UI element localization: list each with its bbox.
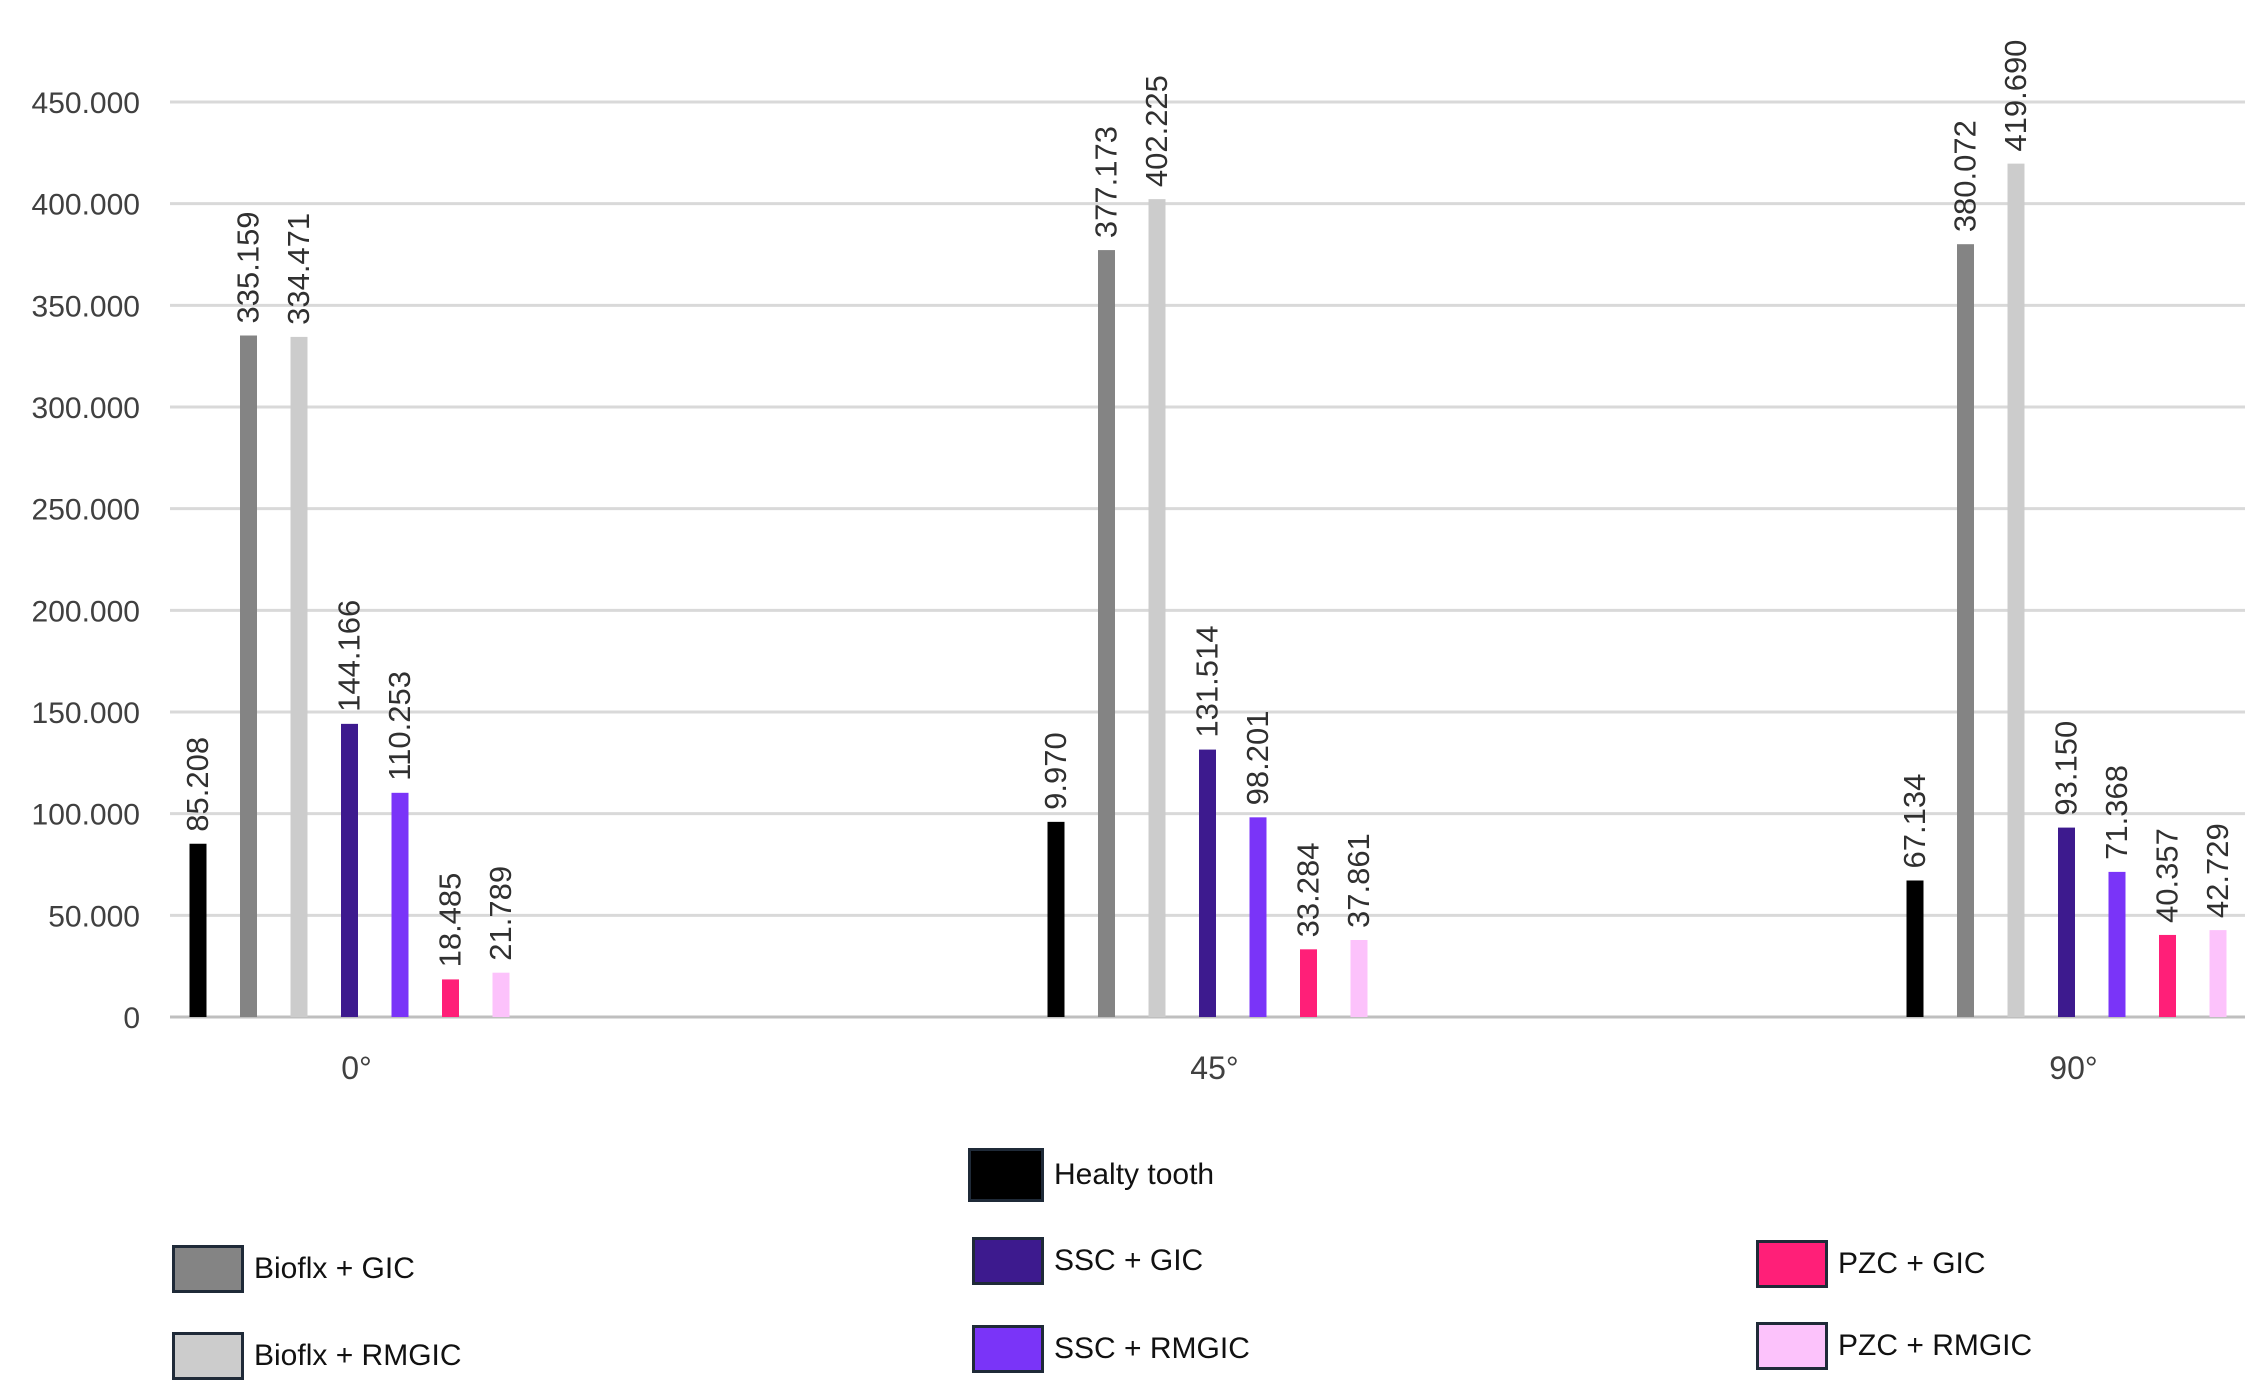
bar <box>2058 827 2075 1017</box>
data-label: 402.225 <box>1139 75 1174 187</box>
data-label: 9.970 <box>1038 732 1073 810</box>
y-tick-label: 0 <box>123 1002 140 1035</box>
data-label: 37.861 <box>1341 833 1376 928</box>
legend-swatch-bioflx-gic <box>172 1245 244 1293</box>
data-label: 380.072 <box>1948 120 1983 232</box>
bar <box>1098 250 1115 1018</box>
y-axis-ticks: 0 50.000 100.000 150.000 200.000 250.000 300.0… <box>32 87 140 1035</box>
bar <box>2159 934 2176 1017</box>
legend-label-pzc-rmgic: PZC + RMGIC <box>1838 1329 2033 1362</box>
legend-item-ssc-rmgic: SSC + RMGIC <box>972 1325 1250 1373</box>
data-label: 334.471 <box>281 213 316 325</box>
y-tick-label: 200.000 <box>32 595 140 628</box>
data-label: 67.134 <box>1897 774 1932 869</box>
data-label: 377.173 <box>1089 126 1124 238</box>
data-label: 98.201 <box>1240 710 1275 805</box>
bar <box>1047 821 1065 1017</box>
legend-swatch-ssc-rmgic <box>972 1325 1044 1373</box>
data-label: 42.729 <box>2200 823 2235 918</box>
bar <box>1199 749 1216 1017</box>
legend-swatch-pzc-gic <box>1756 1240 1828 1288</box>
legend-label-healty-tooth: Healty tooth <box>1054 1158 1215 1191</box>
legend-label-bioflx-gic: Bioflx + GIC <box>254 1252 415 1285</box>
bar <box>189 843 207 1017</box>
data-label: 33.284 <box>1291 842 1326 937</box>
legend-item-ssc-gic: SSC + GIC <box>972 1237 1203 1285</box>
legend-swatch-ssc-gic <box>972 1237 1044 1285</box>
bar <box>442 979 459 1017</box>
legend-swatch-healty-tooth <box>968 1148 1044 1202</box>
legend-label-pzc-gic: PZC + GIC <box>1838 1247 1986 1280</box>
gridlines <box>170 100 2245 1019</box>
bar <box>240 335 257 1018</box>
bar <box>290 336 308 1018</box>
legend-label-ssc-rmgic: SSC + RMGIC <box>1054 1332 1250 1365</box>
legend-item-bioflx-rmgic: Bioflx + RMGIC <box>172 1332 462 1380</box>
legend-item-healty-tooth: Healty tooth <box>968 1148 1214 1202</box>
x-tick-label: 0° <box>341 1050 372 1086</box>
bar <box>1300 949 1317 1017</box>
legend-swatch-bioflx-rmgic <box>172 1332 244 1380</box>
y-tick-label: 300.000 <box>32 392 140 425</box>
y-tick-label: 100.000 <box>32 799 140 832</box>
legend-label-bioflx-rmgic: Bioflx + RMGIC <box>254 1339 462 1372</box>
bar <box>1249 817 1267 1017</box>
data-label: 71.368 <box>2099 765 2134 860</box>
legend-label-ssc-gic: SSC + GIC <box>1054 1244 1204 1277</box>
data-label: 85.208 <box>180 737 215 832</box>
data-labels: 85.208 335.159 334.471 144.166 110.253 18.485… <box>180 40 2235 968</box>
x-tick-label: 45° <box>1190 1050 1238 1086</box>
bar <box>1148 199 1166 1017</box>
y-tick-label: 350.000 <box>32 290 140 323</box>
data-label: 93.150 <box>2049 721 2084 816</box>
data-label: 131.514 <box>1190 626 1225 738</box>
bar <box>341 723 358 1017</box>
legend-item-pzc-gic: PZC + GIC <box>1756 1240 1986 1288</box>
y-tick-label: 150.000 <box>32 697 140 730</box>
legend-swatch-pzc-rmgic <box>1756 1322 1828 1370</box>
bar <box>1906 880 1924 1017</box>
data-label: 144.166 <box>332 600 367 712</box>
bar <box>1350 940 1368 1017</box>
data-label: 419.690 <box>1998 40 2033 152</box>
data-label: 40.357 <box>2150 828 2185 923</box>
bar <box>2108 871 2126 1017</box>
bar <box>492 972 510 1017</box>
bar-chart: 0 50.000 100.000 150.000 200.000 250.000 300.0… <box>32 40 2245 1086</box>
data-label: 110.253 <box>382 671 417 781</box>
data-label: 21.789 <box>483 866 518 961</box>
bar <box>1957 244 1974 1017</box>
legend-item-pzc-rmgic: PZC + RMGIC <box>1756 1322 2032 1370</box>
bar <box>2209 930 2227 1017</box>
data-label: 335.159 <box>231 211 266 323</box>
x-tick-label: 90° <box>2049 1050 2097 1086</box>
x-axis-ticks: 0° 45° 90° <box>341 1050 2097 1086</box>
y-tick-label: 250.000 <box>32 494 140 527</box>
y-tick-label: 50.000 <box>48 900 140 933</box>
bar <box>2007 163 2025 1017</box>
legend-item-bioflx-gic: Bioflx + GIC <box>172 1245 415 1293</box>
bars <box>189 163 2227 1018</box>
bar <box>391 792 409 1017</box>
y-tick-label: 400.000 <box>32 189 140 222</box>
y-tick-label: 450.000 <box>32 87 140 120</box>
data-label: 18.485 <box>433 873 468 968</box>
